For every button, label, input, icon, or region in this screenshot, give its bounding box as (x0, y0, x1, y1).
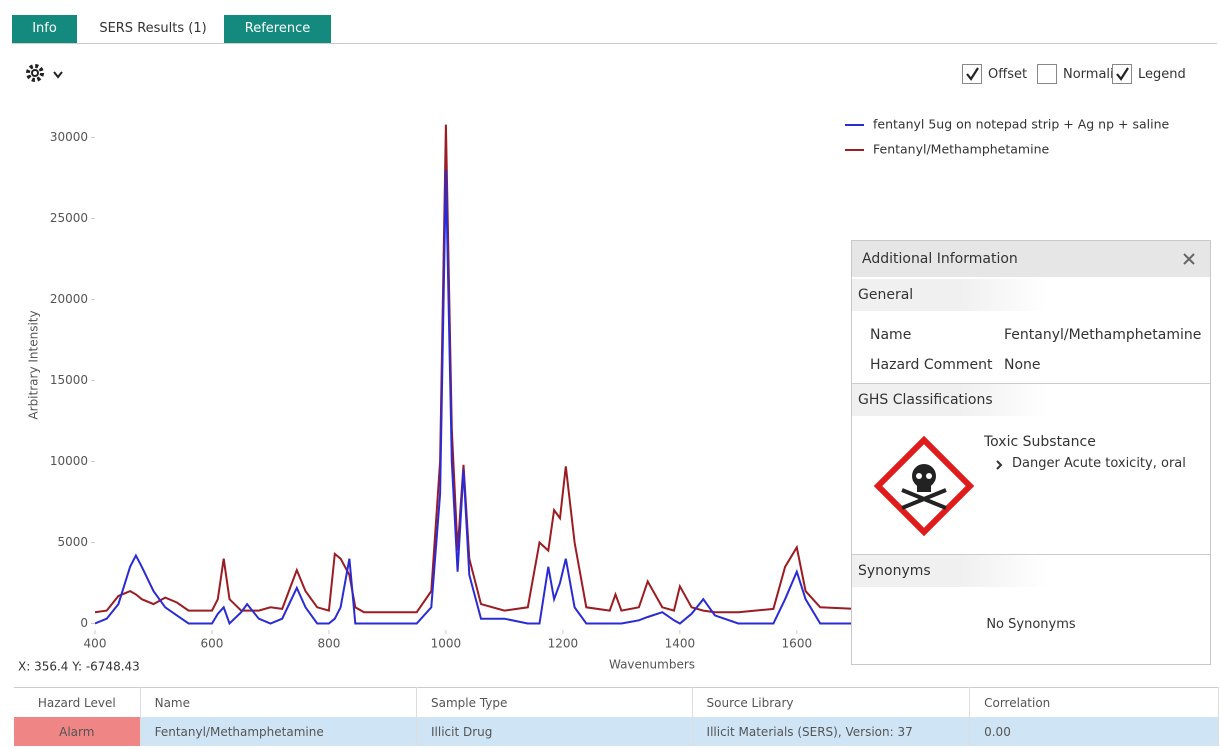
check (966, 67, 979, 81)
synonyms-text: No Synonyms (986, 617, 1076, 632)
table-row[interactable]: Alarm Fentanyl/Methamphetamine Illicit Dru… (14, 717, 1219, 746)
y-tick-label: 5000 (57, 535, 88, 549)
checkbox (1037, 64, 1057, 84)
field-label: Name (870, 327, 912, 343)
section-heading: Synonyms (852, 555, 1210, 587)
section-heading: General (852, 279, 1210, 311)
x-tick-label: 1400 (665, 637, 696, 651)
checkbox (1112, 64, 1132, 84)
field-value: None (1004, 357, 1041, 373)
settings-button[interactable] (24, 62, 70, 86)
y-tick-label: 15000 (50, 373, 88, 387)
series-line (95, 124, 856, 614)
checkbox (962, 64, 982, 84)
ghs-section: GHS Classifications Toxic Substance Dang… (852, 384, 1210, 555)
panel-title: Additional Information (852, 241, 1210, 277)
x-tick-label: 600 (201, 637, 224, 651)
field-label: Hazard Comment (870, 357, 993, 373)
y-axis-label: Arbitrary Intensity (27, 310, 41, 419)
results-table: Hazard Level Name Sample Type Source Librar… (14, 687, 1219, 746)
option-label: Offset (988, 66, 1028, 82)
hazard-pictogram (874, 436, 974, 536)
chevron (996, 460, 1003, 470)
cell: 0.00 (969, 717, 1219, 746)
x-tick-label: 1000 (431, 637, 462, 651)
x-tick-label: 1200 (548, 637, 579, 651)
x-tick-label: 1600 (782, 637, 813, 651)
series-line (95, 169, 856, 626)
info-panel: Additional Information General Name Fent… (851, 240, 1211, 665)
y-tick-label: 25000 (50, 211, 88, 225)
ghs-class: Toxic Substance (984, 434, 1096, 450)
legend-label: fentanyl 5ug on notepad strip + Ag np + … (873, 117, 1169, 132)
close-button[interactable] (1183, 253, 1195, 265)
column-header: Name (140, 687, 418, 717)
general-section: General Name Fentanyl/Methamphetamine Ha… (852, 279, 1210, 384)
field-value: Fentanyl/Methamphetamine (1004, 327, 1202, 343)
column-header: Sample Type (416, 687, 693, 717)
column-header: Hazard Level (14, 687, 141, 717)
section-heading: GHS Classifications (852, 384, 1210, 416)
ghs-detail: Danger Acute toxicity, oral (1012, 456, 1186, 471)
table-header: Hazard Level Name Sample Type Source Librar… (14, 687, 1219, 717)
cell: Illicit Drug (416, 717, 693, 746)
hazard-level: Alarm (14, 717, 141, 746)
cell: Fentanyl/Methamphetamine (140, 717, 418, 746)
chart: Arbitrary Intensity Wavenumbers X: 356.4… (18, 117, 1169, 674)
x-axis-label: Wavenumbers (609, 658, 695, 672)
column-header: Correlation (969, 687, 1219, 717)
tab[interactable]: Info (12, 15, 77, 43)
cursor-readout: X: 356.4 Y: -6748.43 (18, 660, 140, 674)
legend-label: Fentanyl/Methamphetamine (873, 142, 1049, 157)
tab[interactable]: Reference (224, 15, 331, 43)
option-label: Legend (1138, 66, 1186, 82)
y-tick-label: 30000 (50, 130, 88, 144)
y-tick-label: 10000 (50, 454, 88, 468)
cell: Illicit Materials (SERS), Version: 37 (692, 717, 971, 746)
x-tick-label: 400 (84, 637, 107, 651)
column-header: Source Library (692, 687, 971, 717)
y-tick-label: 0 (80, 616, 88, 630)
x-tick-label: 800 (317, 637, 340, 651)
tab-active[interactable]: SERS Results (1) (99, 21, 207, 36)
y-tick-label: 20000 (50, 292, 88, 306)
check (1116, 67, 1129, 81)
option[interactable]: Offset (962, 63, 1027, 85)
synonyms-section: Synonyms No Synonyms (852, 555, 1210, 663)
option[interactable]: Legend (1112, 63, 1186, 85)
tab-rule (12, 43, 1217, 44)
